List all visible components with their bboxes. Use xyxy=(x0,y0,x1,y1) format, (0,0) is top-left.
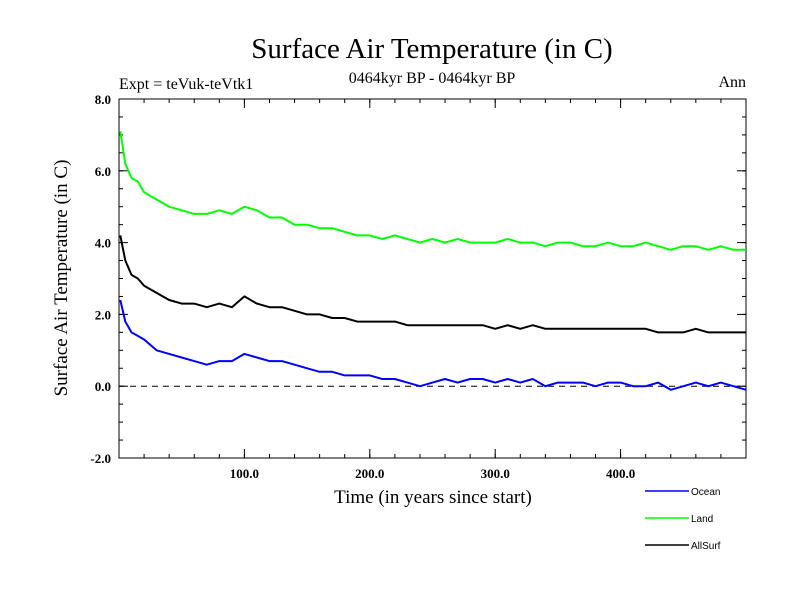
y-tick-label: 4.0 xyxy=(95,236,111,251)
x-tick-label: 300.0 xyxy=(481,466,510,481)
x-axis-label: Time (in years since start) xyxy=(334,487,532,508)
y-tick-label: 8.0 xyxy=(95,92,111,107)
legend-label: Land xyxy=(691,514,713,525)
season-label: Ann xyxy=(718,74,746,91)
legend-label: AllSurf xyxy=(691,541,721,552)
y-tick-label: 6.0 xyxy=(95,164,111,179)
series-line-allsurf xyxy=(119,235,746,334)
x-tick-label: 200.0 xyxy=(355,466,384,481)
chart-subtitle: 0464kyr BP - 0464kyr BP xyxy=(349,70,516,87)
plot-area: -2.0 0.0 2.0 4.0 6.0 8.0 100.0 200.0 300.0 400.0 xyxy=(90,92,747,481)
series-line-ocean xyxy=(119,299,747,391)
legend: Ocean Land AllSurf xyxy=(645,487,721,552)
y-tick-label: -2.0 xyxy=(90,451,111,466)
plot-frame xyxy=(118,98,747,459)
legend-label: Ocean xyxy=(691,487,720,498)
chart-title: Surface Air Temperature (in C) xyxy=(251,33,612,65)
series-line-land xyxy=(119,131,746,251)
x-tick-label: 100.0 xyxy=(230,466,259,481)
experiment-label: Expt = teVuk-teVtk1 xyxy=(119,76,253,93)
x-tick-label: 400.0 xyxy=(606,466,635,481)
y-tick-label: 0.0 xyxy=(95,379,111,394)
y-tick-label: 2.0 xyxy=(95,307,111,322)
y-axis-label: Surface Air Temperature (in C) xyxy=(51,160,72,397)
